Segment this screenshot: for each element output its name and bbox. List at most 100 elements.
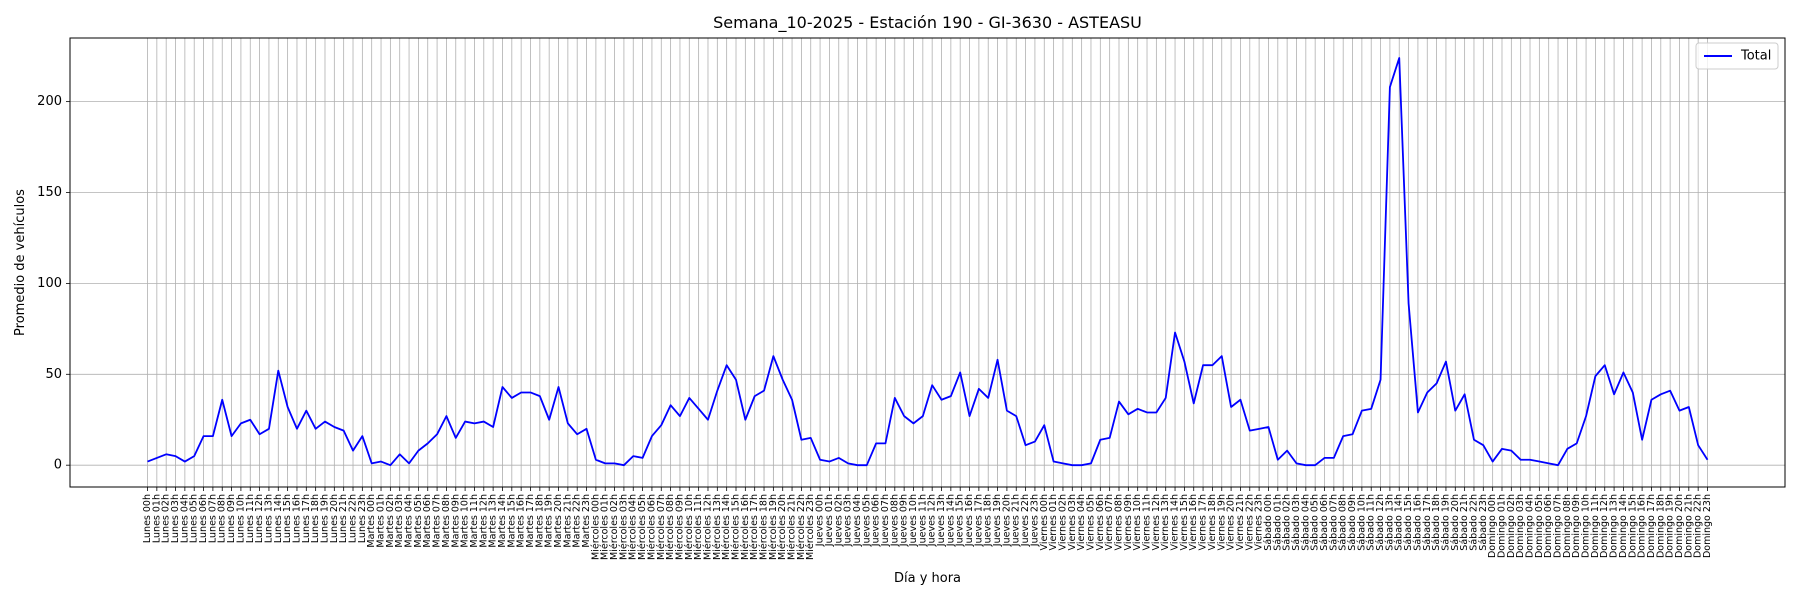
x-tick-label: Jueves 07h	[880, 494, 891, 547]
x-tick-label: Sábado 05h	[1310, 494, 1321, 551]
x-tick-label: Martes 03h	[394, 494, 405, 548]
x-tick-label: Sábado 21h	[1459, 494, 1470, 551]
y-tick-label: 150	[37, 185, 62, 200]
x-tick-label: Miércoles 19h	[768, 494, 779, 560]
x-tick-label: Sábado 12h	[1375, 494, 1386, 551]
x-tick-label: Miércoles 15h	[731, 494, 742, 560]
x-axis-label: Día y hora	[894, 571, 961, 586]
x-tick-label: Martes 08h	[441, 494, 452, 548]
x-tick-label: Sábado 13h	[1384, 494, 1395, 551]
x-tick-label: Domingo 23h	[1702, 494, 1713, 558]
x-tick-label: Jueves 18h	[983, 494, 994, 547]
y-tick-label: 0	[54, 458, 62, 473]
x-tick-label: Jueves 20h	[1001, 494, 1012, 547]
x-tick-label: Sábado 07h	[1328, 494, 1339, 551]
x-tick-label: Jueves 05h	[861, 494, 872, 547]
x-tick-label: Lunes 18h	[310, 494, 321, 543]
x-tick-label: Lunes 05h	[189, 494, 200, 543]
x-tick-label: Viernes 17h	[1198, 494, 1209, 550]
x-tick-label: Domingo 20h	[1674, 494, 1685, 558]
x-tick-label: Sábado 01h	[1272, 494, 1283, 551]
y-tick-label: 50	[45, 367, 62, 382]
x-tick-label: Sábado 19h	[1440, 494, 1451, 551]
x-tick-label: Jueves 15h	[955, 494, 966, 547]
legend-box	[1695, 42, 1779, 70]
x-tick-label: Miércoles 02h	[609, 494, 620, 560]
x-tick-label: Jueves 17h	[973, 494, 984, 547]
x-tick-label: Viernes 21h	[1235, 494, 1246, 550]
x-tick-label: Lunes 15h	[282, 494, 293, 543]
x-tick-label: Lunes 10h	[235, 494, 246, 543]
x-tick-label: Martes 00h	[366, 494, 377, 548]
x-tick-label: Viernes 08h	[1113, 494, 1124, 550]
x-tick-label: Sábado 20h	[1450, 494, 1461, 551]
x-tick-label: Jueves 00h	[815, 494, 826, 547]
x-tick-label: Miércoles 14h	[721, 494, 732, 560]
x-tick-label: Domingo 01h	[1496, 494, 1507, 558]
x-tick-label: Lunes 16h	[291, 494, 302, 543]
x-tick-label: Martes 06h	[422, 494, 433, 548]
x-tick-label: Viernes 01h	[1048, 494, 1059, 550]
x-tick-label: Domingo 17h	[1646, 494, 1657, 558]
x-tick-label: Jueves 01h	[824, 494, 835, 547]
y-axis-label: Promedio de vehículos	[13, 189, 28, 336]
x-tick-label: Sábado 18h	[1431, 494, 1442, 551]
x-tick-label: Jueves 04h	[852, 494, 863, 547]
x-tick-label: Domingo 09h	[1571, 494, 1582, 558]
x-tick-label: Viernes 16h	[1188, 494, 1199, 550]
x-tick-label: Domingo 11h	[1590, 494, 1601, 558]
x-tick-label: Viernes 06h	[1095, 494, 1106, 550]
x-tick-label: Martes 11h	[469, 494, 480, 548]
x-tick-label: Domingo 14h	[1618, 494, 1629, 558]
x-tick-label: Lunes 00h	[142, 494, 153, 543]
x-tick-label: Jueves 13h	[936, 494, 947, 547]
x-tick-label: Martes 17h	[525, 494, 536, 548]
x-tick-label: Martes 01h	[376, 494, 387, 548]
x-tick-label: Jueves 09h	[899, 494, 910, 547]
x-tick-label: Martes 18h	[534, 494, 545, 548]
x-tick-label: Jueves 03h	[843, 494, 854, 547]
x-tick-label: Viernes 00h	[1039, 494, 1050, 550]
x-tick-label: Viernes 12h	[1151, 494, 1162, 550]
x-tick-label: Lunes 19h	[319, 494, 330, 543]
x-tick-label: Viernes 02h	[1057, 494, 1068, 550]
x-tick-label: Lunes 06h	[198, 494, 209, 543]
grid-lines	[70, 38, 1785, 487]
x-tick-label: Miércoles 05h	[637, 494, 648, 560]
x-tick-label: Martes 19h	[544, 494, 555, 548]
x-tick-label: Miércoles 16h	[740, 494, 751, 560]
x-tick-label: Miércoles 03h	[618, 494, 629, 560]
x-tick-label: Jueves 21h	[1011, 494, 1022, 547]
x-tick-label: Martes 02h	[385, 494, 396, 548]
x-tick-label: Sábado 08h	[1338, 494, 1349, 551]
x-tick-label: Jueves 12h	[927, 494, 938, 547]
x-tick-label: Miércoles 23h	[805, 494, 816, 560]
x-tick-label: Miércoles 08h	[665, 494, 676, 560]
x-tick-label: Miércoles 01h	[600, 494, 611, 560]
x-tick-label: Miércoles 00h	[590, 494, 601, 560]
x-tick-label: Miércoles 22h	[796, 494, 807, 560]
x-tick-label: Viernes 23h	[1254, 494, 1265, 550]
x-tick-label: Martes 13h	[488, 494, 499, 548]
x-tick-label: Lunes 13h	[263, 494, 274, 543]
legend-entry-total: Total	[1740, 49, 1771, 64]
x-tick-label: Lunes 11h	[245, 494, 256, 543]
x-tick-label: Jueves 11h	[917, 494, 928, 547]
y-tick-label: 100	[37, 276, 62, 291]
x-tick-label: Viernes 03h	[1067, 494, 1078, 550]
x-tick-label: Domingo 00h	[1487, 494, 1498, 558]
x-tick-label: Domingo 13h	[1609, 494, 1620, 558]
x-tick-label: Miércoles 06h	[646, 494, 657, 560]
x-tick-label: Martes 21h	[562, 494, 573, 548]
x-tick-label: Miércoles 10h	[684, 494, 695, 560]
x-tick-label: Domingo 06h	[1543, 494, 1554, 558]
x-tick-label: Lunes 14h	[273, 494, 284, 543]
x-tick-label: Domingo 21h	[1683, 494, 1694, 558]
x-tick-label: Lunes 23h	[357, 494, 368, 543]
x-tick-label: Domingo 10h	[1581, 494, 1592, 558]
x-tick-label: Martes 09h	[450, 494, 461, 548]
x-tick-label: Jueves 14h	[945, 494, 956, 547]
x-tick-label: Martes 22h	[572, 494, 583, 548]
x-tick-label: Sábado 04h	[1300, 494, 1311, 551]
x-tick-label: Miércoles 04h	[628, 494, 639, 560]
